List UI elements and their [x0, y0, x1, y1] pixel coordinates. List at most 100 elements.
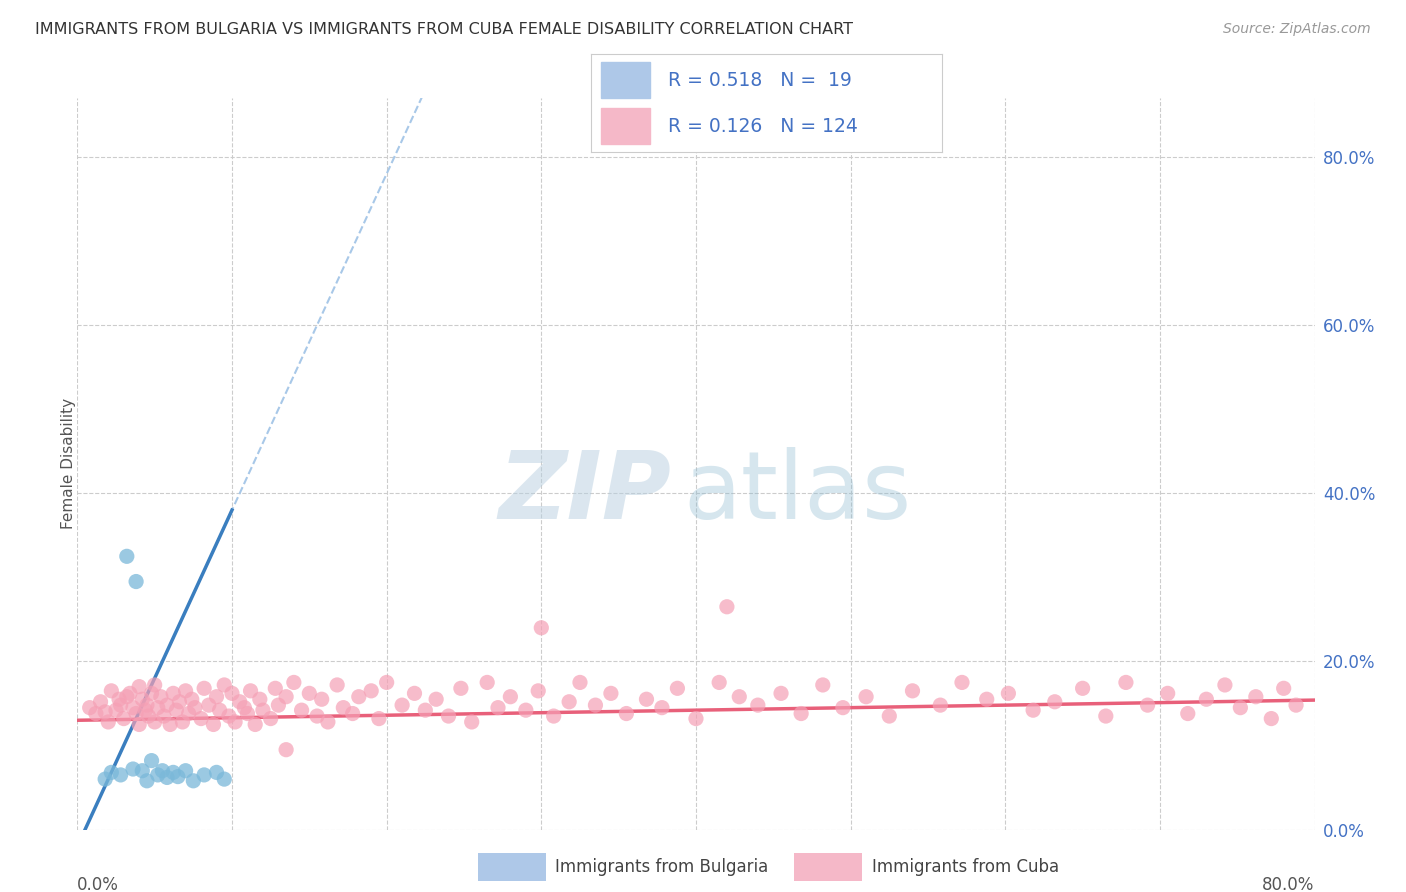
Point — [180, 692, 202, 706]
Point — [90, 695, 111, 709]
Point — [122, 700, 145, 714]
Point — [307, 709, 329, 723]
Point — [276, 690, 298, 704]
Point — [1195, 692, 1218, 706]
Point — [1229, 700, 1251, 714]
Point — [569, 675, 592, 690]
Text: atlas: atlas — [683, 447, 912, 539]
Point — [291, 703, 314, 717]
Point — [1043, 695, 1066, 709]
Point — [205, 690, 228, 704]
Point — [1095, 709, 1118, 723]
Point — [141, 686, 163, 700]
Point — [153, 709, 176, 723]
Point — [716, 599, 738, 614]
Point — [360, 683, 382, 698]
Point — [515, 703, 537, 717]
Text: 80.0%: 80.0% — [1263, 876, 1315, 892]
Point — [879, 709, 901, 723]
Point — [125, 706, 148, 721]
Point — [375, 675, 398, 690]
Point — [311, 692, 333, 706]
Point — [486, 700, 509, 714]
Point — [174, 764, 197, 778]
Point — [122, 762, 145, 776]
Point — [326, 678, 349, 692]
Point — [146, 700, 169, 714]
Point — [997, 686, 1019, 700]
Point — [156, 771, 179, 785]
Point — [709, 675, 731, 690]
Point — [97, 714, 120, 729]
Point — [929, 698, 952, 713]
FancyBboxPatch shape — [602, 62, 650, 98]
Point — [100, 683, 122, 698]
Point — [84, 706, 107, 721]
Point — [228, 695, 252, 709]
FancyBboxPatch shape — [602, 109, 650, 144]
Point — [811, 678, 834, 692]
Point — [214, 772, 236, 786]
Point — [125, 574, 148, 589]
Point — [437, 709, 460, 723]
Point — [252, 703, 274, 717]
Point — [198, 698, 221, 713]
Point — [1213, 678, 1236, 692]
Point — [347, 690, 370, 704]
Point — [1260, 712, 1282, 726]
Point — [1071, 681, 1094, 696]
Point — [146, 768, 169, 782]
Point — [169, 695, 191, 709]
Text: 0.0%: 0.0% — [77, 876, 120, 892]
Point — [585, 698, 607, 713]
Text: Immigrants from Cuba: Immigrants from Cuba — [872, 858, 1059, 876]
Point — [770, 686, 793, 700]
Point — [747, 698, 769, 713]
Point — [131, 692, 153, 706]
Point — [1157, 686, 1180, 700]
Point — [316, 714, 339, 729]
Point — [205, 765, 228, 780]
Point — [136, 698, 159, 713]
Point — [651, 700, 673, 714]
Point — [790, 706, 813, 721]
Point — [332, 700, 354, 714]
Text: Immigrants from Bulgaria: Immigrants from Bulgaria — [555, 858, 769, 876]
Point — [239, 683, 262, 698]
Point — [202, 717, 225, 731]
Point — [172, 714, 194, 729]
Point — [245, 717, 267, 731]
Point — [214, 678, 236, 692]
Point — [141, 754, 163, 768]
Point — [115, 690, 138, 704]
Point — [165, 703, 187, 717]
Point — [1022, 703, 1045, 717]
Point — [183, 773, 205, 788]
Point — [477, 675, 499, 690]
Point — [134, 703, 156, 717]
Point — [685, 712, 707, 726]
Point — [1244, 690, 1267, 704]
Y-axis label: Female Disability: Female Disability — [62, 398, 76, 530]
Text: IMMIGRANTS FROM BULGARIA VS IMMIGRANTS FROM CUBA FEMALE DISABILITY CORRELATION C: IMMIGRANTS FROM BULGARIA VS IMMIGRANTS F… — [35, 22, 853, 37]
Point — [264, 681, 287, 696]
Point — [1272, 681, 1295, 696]
Point — [499, 690, 522, 704]
Point — [156, 698, 179, 713]
Point — [162, 765, 184, 780]
Point — [136, 773, 159, 788]
Point — [208, 703, 231, 717]
Point — [190, 712, 212, 726]
Point — [527, 683, 550, 698]
Point — [976, 692, 998, 706]
Point — [218, 709, 240, 723]
Point — [224, 714, 246, 729]
Point — [530, 621, 553, 635]
Text: ZIP: ZIP — [498, 447, 671, 539]
Point — [283, 675, 305, 690]
Point — [110, 698, 132, 713]
Point — [855, 690, 877, 704]
Point — [193, 681, 215, 696]
Point — [1136, 698, 1159, 713]
Point — [666, 681, 689, 696]
